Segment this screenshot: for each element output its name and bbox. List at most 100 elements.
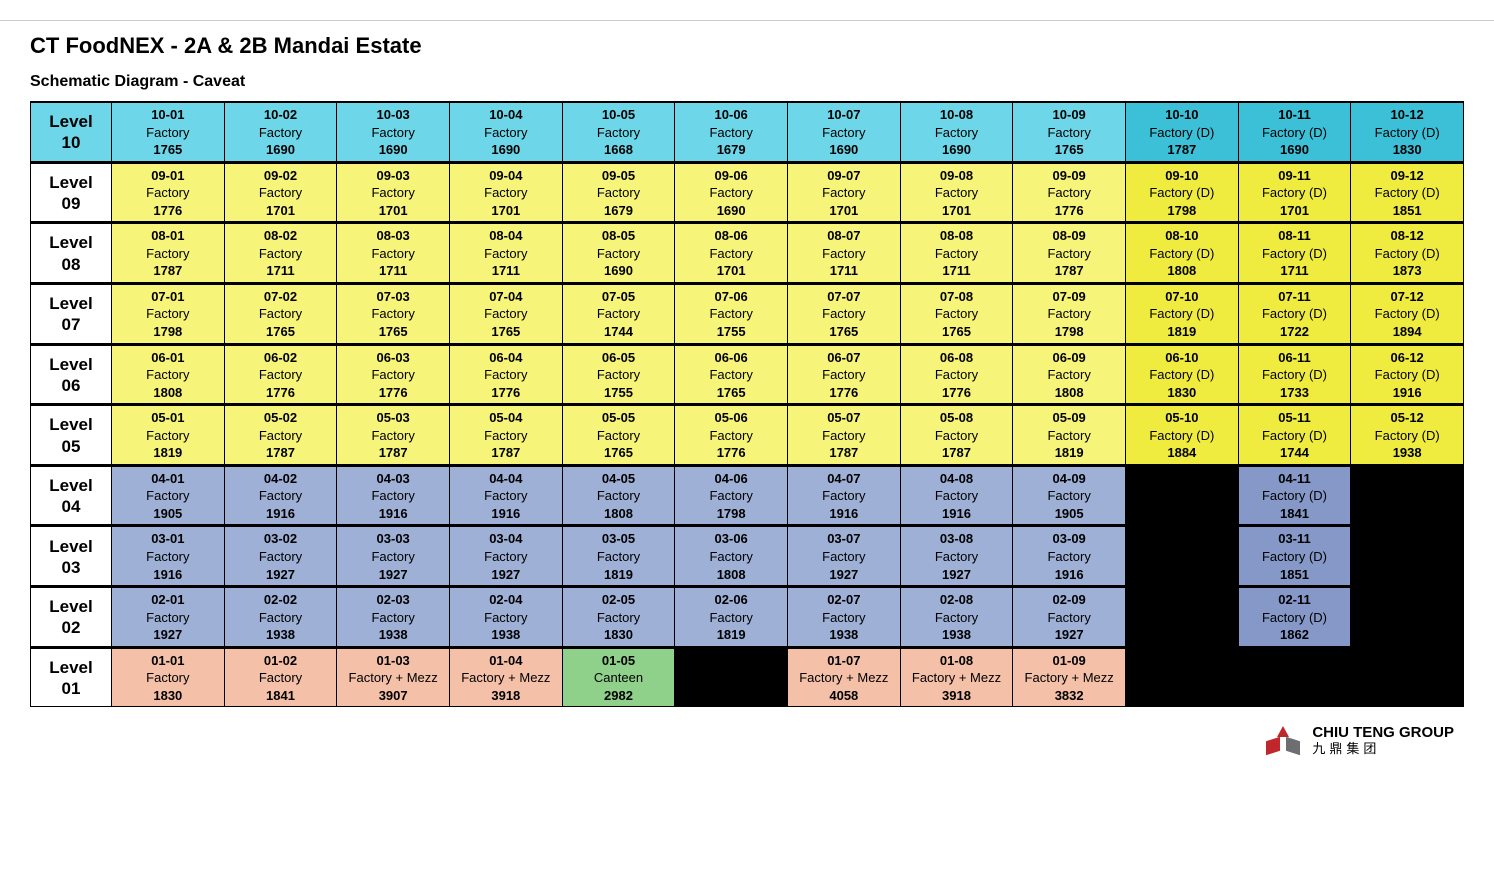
unit-value: 1765 (114, 141, 222, 159)
unit-id: 04-03 (339, 470, 447, 488)
unit-id: 05-05 (565, 409, 673, 427)
unit-type: Factory (790, 305, 898, 323)
unit-id: 01-08 (903, 652, 1011, 670)
unit-type: Factory (114, 609, 222, 627)
unit-value: 1711 (903, 262, 1011, 280)
unit-value: 3907 (339, 687, 447, 705)
unit-value: 3832 (1015, 687, 1123, 705)
unit-type: Factory (452, 184, 560, 202)
unit-type: Factory (903, 366, 1011, 384)
unit-value: 1787 (1128, 141, 1236, 159)
unit-cell: 09-08Factory1701 (900, 164, 1013, 222)
unit-id: 04-01 (114, 470, 222, 488)
unit-id: 04-05 (565, 470, 673, 488)
unit-cell: 05-03Factory1787 (336, 406, 449, 464)
unit-cell: 08-02Factory1711 (224, 224, 337, 282)
unit-type: Factory (339, 184, 447, 202)
unit-cell: 02-07Factory1938 (787, 588, 900, 646)
unit-type: Factory (227, 305, 335, 323)
level-label: Level09 (31, 164, 111, 222)
unit-cell: 05-06Factory1776 (674, 406, 787, 464)
unit-value: 1711 (452, 262, 560, 280)
unit-value: 1927 (339, 566, 447, 584)
unit-id: 04-02 (227, 470, 335, 488)
unit-cell: 09-06Factory1690 (674, 164, 787, 222)
unit-type: Factory (D) (1353, 366, 1461, 384)
unit-id: 10-04 (452, 106, 560, 124)
unit-id: 02-11 (1241, 591, 1349, 609)
unit-type: Factory (903, 245, 1011, 263)
unit-value: 1755 (677, 323, 785, 341)
unit-id: 02-05 (565, 591, 673, 609)
unit-id: 07-12 (1353, 288, 1461, 306)
unit-id: 02-03 (339, 591, 447, 609)
unit-value: 1808 (1015, 384, 1123, 402)
unit-cell: 08-11Factory (D)1711 (1238, 224, 1351, 282)
unit-id: 01-07 (790, 652, 898, 670)
unit-id: 01-01 (114, 652, 222, 670)
unit-type: Factory (452, 609, 560, 627)
unit-cell: 07-10Factory (D)1819 (1125, 285, 1238, 343)
unit-value: 1830 (565, 626, 673, 644)
unit-cell: 09-09Factory1776 (1012, 164, 1125, 222)
unit-type: Factory (790, 124, 898, 142)
unit-value: 1916 (903, 505, 1011, 523)
unit-cell: 05-08Factory1787 (900, 406, 1013, 464)
unit-type: Factory (565, 487, 673, 505)
unit-value: 1927 (1015, 626, 1123, 644)
unit-type: Factory (D) (1128, 184, 1236, 202)
level-row: Level0909-01Factory177609-02Factory17010… (31, 161, 1463, 222)
unit-cell: 07-02Factory1765 (224, 285, 337, 343)
unit-id: 06-09 (1015, 349, 1123, 367)
unit-cell: 01-05Canteen2982 (562, 649, 675, 707)
unit-value: 1798 (114, 323, 222, 341)
unit-id: 06-04 (452, 349, 560, 367)
unit-cell: 05-07Factory1787 (787, 406, 900, 464)
level-label: Level03 (31, 527, 111, 585)
unit-id: 02-08 (903, 591, 1011, 609)
unit-type: Factory (1015, 124, 1123, 142)
unit-cell: 06-12Factory (D)1916 (1350, 346, 1463, 404)
unit-value: 1787 (790, 444, 898, 462)
unit-cell-blackout (1238, 649, 1351, 707)
level-row: Level0202-01Factory192702-02Factory19380… (31, 585, 1463, 646)
unit-cell: 09-11Factory (D)1701 (1238, 164, 1351, 222)
unit-cell: 07-07Factory1765 (787, 285, 900, 343)
unit-value: 1916 (339, 505, 447, 523)
unit-cell: 07-01Factory1798 (111, 285, 224, 343)
unit-id: 09-03 (339, 167, 447, 185)
unit-type: Factory + Mezz (903, 669, 1011, 687)
unit-value: 1701 (1241, 202, 1349, 220)
unit-type: Factory (903, 548, 1011, 566)
unit-type: Factory (1015, 305, 1123, 323)
unit-value: 3918 (452, 687, 560, 705)
unit-cell: 01-09Factory + Mezz3832 (1012, 649, 1125, 707)
unit-id: 10-09 (1015, 106, 1123, 124)
unit-cell: 08-09Factory1787 (1012, 224, 1125, 282)
unit-cell: 03-08Factory1927 (900, 527, 1013, 585)
unit-type: Factory (D) (1241, 548, 1349, 566)
unit-cell: 02-08Factory1938 (900, 588, 1013, 646)
unit-value: 1927 (790, 566, 898, 584)
unit-id: 09-04 (452, 167, 560, 185)
unit-type: Factory (227, 245, 335, 263)
unit-type: Factory (677, 427, 785, 445)
unit-id: 01-09 (1015, 652, 1123, 670)
unit-cell-blackout (1125, 467, 1238, 525)
unit-id: 10-05 (565, 106, 673, 124)
unit-id: 04-08 (903, 470, 1011, 488)
unit-value: 1819 (114, 444, 222, 462)
unit-cell: 03-05Factory1819 (562, 527, 675, 585)
unit-cell: 08-07Factory1711 (787, 224, 900, 282)
unit-id: 04-07 (790, 470, 898, 488)
unit-id: 04-11 (1241, 470, 1349, 488)
unit-value: 1744 (1241, 444, 1349, 462)
unit-cell: 10-12Factory (D)1830 (1350, 103, 1463, 161)
unit-cell: 01-02Factory1841 (224, 649, 337, 707)
unit-type: Factory (D) (1128, 427, 1236, 445)
unit-cell: 05-12Factory (D)1938 (1350, 406, 1463, 464)
unit-id: 07-10 (1128, 288, 1236, 306)
unit-type: Factory (565, 184, 673, 202)
unit-type: Factory (677, 124, 785, 142)
unit-id: 07-11 (1241, 288, 1349, 306)
